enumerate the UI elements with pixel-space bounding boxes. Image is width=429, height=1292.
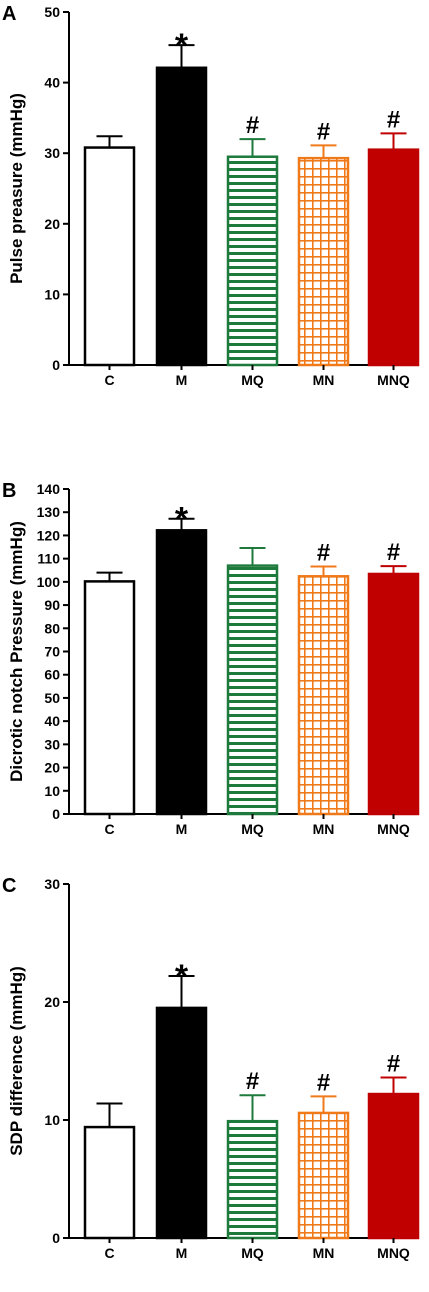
- y-tick-label: 10: [44, 783, 60, 799]
- y-axis-label: Pulse preasure (mmHg): [7, 93, 26, 284]
- y-tick-label: 20: [44, 994, 60, 1010]
- chart-panel-b: B Dicrotic notch Pressure (mmHg) 0 10 20 30 40…: [2, 480, 420, 837]
- x-category-label: MQ: [241, 372, 264, 388]
- significance-asterisk: *: [175, 958, 189, 996]
- bar-mq: [226, 155, 279, 367]
- x-category-label: MNQ: [377, 372, 410, 388]
- y-tick-label: 30: [44, 736, 60, 752]
- bar-mn: [297, 575, 350, 816]
- y-tick-label: 10: [44, 1112, 60, 1128]
- x-category-label: M: [176, 821, 188, 837]
- y-tick-label: 50: [44, 690, 60, 706]
- y-tick-label: 50: [44, 4, 60, 20]
- y-tick-label: 40: [44, 713, 60, 729]
- y-tick-label: 20: [44, 760, 60, 776]
- x-category-label: MN: [313, 821, 335, 837]
- y-axis-label: Dicrotic notch Pressure (mmHg): [7, 521, 26, 782]
- bar-c: [83, 146, 136, 367]
- x-category-label: MN: [313, 1245, 335, 1261]
- bar-mnq: [367, 148, 420, 367]
- y-tick-label: 0: [52, 357, 60, 373]
- y-tick-label: 140: [37, 481, 61, 497]
- y-tick-label: 130: [37, 504, 61, 520]
- x-category-label: MQ: [241, 1245, 264, 1261]
- panel-letter: C: [2, 875, 16, 897]
- bar-c: [83, 580, 136, 816]
- y-tick-label: 20: [44, 216, 60, 232]
- y-tick-label: 0: [52, 806, 60, 822]
- significance-hash: #: [317, 1069, 330, 1096]
- y-tick-label: 10: [44, 286, 60, 302]
- x-category-label: C: [104, 821, 114, 837]
- x-category-label: MN: [313, 372, 335, 388]
- significance-hash: #: [317, 118, 330, 145]
- y-axis-label: SDP difference (mmHg): [7, 966, 26, 1156]
- y-tick-label: 40: [44, 75, 60, 91]
- bar-c: [83, 1125, 136, 1240]
- x-category-label: C: [104, 1245, 114, 1261]
- x-category-label: MQ: [241, 821, 264, 837]
- y-tick-label: 60: [44, 667, 60, 683]
- bar-mq: [226, 564, 279, 816]
- x-category-label: MNQ: [377, 821, 410, 837]
- significance-hash: #: [246, 1068, 259, 1095]
- y-tick-label: 110: [37, 551, 60, 567]
- significance-hash: #: [387, 539, 400, 566]
- panel-letter: B: [2, 480, 16, 502]
- panel-letter: A: [2, 3, 16, 25]
- bar-mnq: [367, 572, 420, 816]
- chart-panel-c: C SDP difference (mmHg) 0 10 20 30 C M * MQ # MN # MN…: [2, 875, 420, 1261]
- bar-m: [155, 1006, 208, 1240]
- significance-hash: #: [317, 540, 330, 567]
- bar-m: [155, 66, 208, 367]
- significance-hash: #: [246, 112, 259, 139]
- y-tick-label: 30: [44, 145, 60, 161]
- chart-panel-a: A Pulse preasure (mmHg) 0 10 20 30 40 50 C M * MQ # M…: [2, 3, 420, 388]
- bar-mn: [297, 156, 350, 367]
- bar-mq: [226, 1119, 279, 1240]
- x-category-label: C: [104, 372, 114, 388]
- significance-hash: #: [387, 1051, 400, 1078]
- y-tick-label: 100: [37, 574, 61, 590]
- y-tick-label: 120: [37, 527, 61, 543]
- y-tick-label: 70: [44, 644, 60, 660]
- x-category-label: MNQ: [377, 1245, 410, 1261]
- y-tick-label: 80: [44, 620, 60, 636]
- significance-asterisk: *: [175, 501, 189, 539]
- y-tick-label: 0: [52, 1230, 60, 1246]
- significance-hash: #: [387, 106, 400, 133]
- bar-mn: [297, 1111, 350, 1240]
- x-category-label: M: [176, 1245, 188, 1261]
- x-category-label: M: [176, 372, 188, 388]
- y-tick-label: 90: [44, 597, 60, 613]
- bar-m: [155, 529, 208, 816]
- bar-mnq: [367, 1092, 420, 1240]
- significance-asterisk: *: [175, 27, 189, 65]
- y-tick-label: 30: [44, 876, 60, 892]
